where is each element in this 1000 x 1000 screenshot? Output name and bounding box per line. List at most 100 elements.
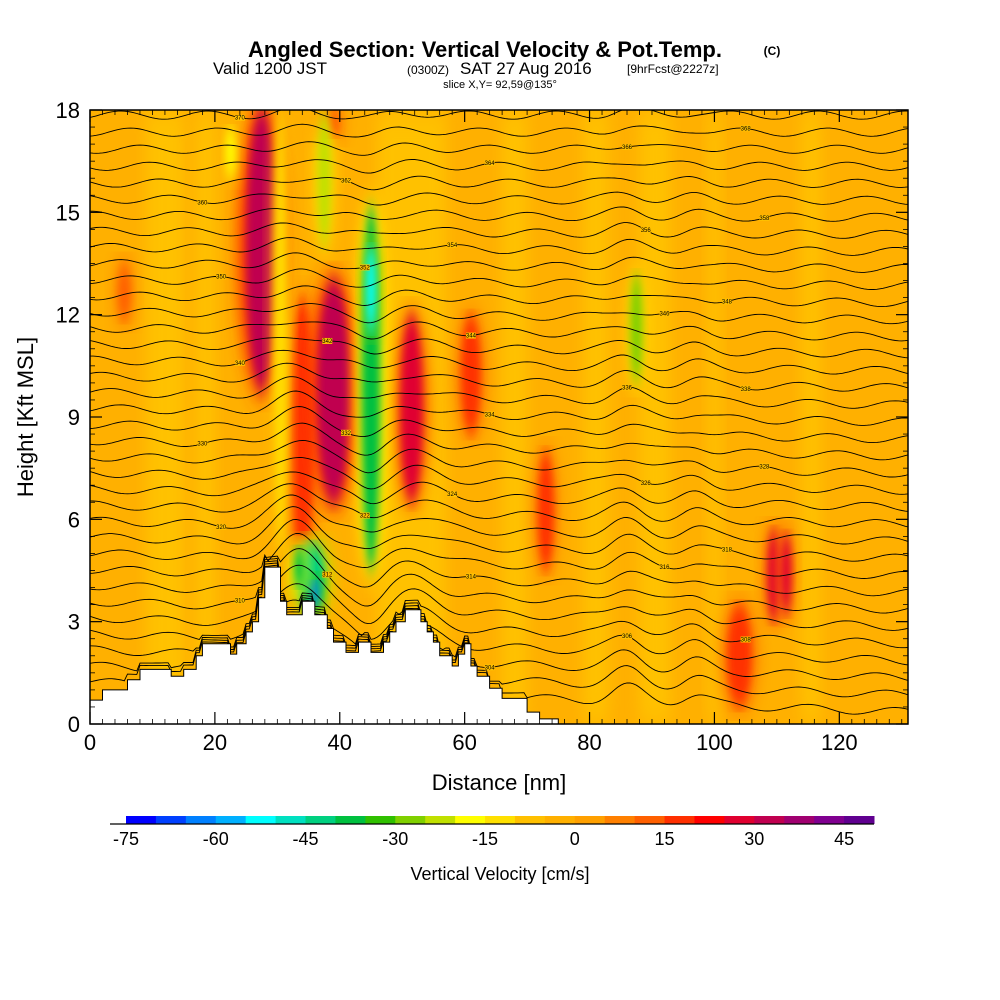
theta-contour-label-bg <box>484 411 495 418</box>
theta-contour <box>90 206 908 222</box>
theta-contour <box>90 390 908 426</box>
colorbar-swatch <box>425 816 456 824</box>
weak-updraft-band <box>196 110 215 724</box>
colorbar-swatch <box>544 816 576 824</box>
theta-contour-label-bg <box>234 597 245 604</box>
colorbar-swatch <box>335 816 366 824</box>
updraft-core <box>781 532 792 615</box>
theta-contour <box>90 237 908 256</box>
theta-contour <box>90 337 908 359</box>
downdraft-core <box>274 110 287 554</box>
updraft-core <box>118 263 131 322</box>
theta-contour-label: 334 <box>485 413 496 419</box>
theta-contour-label-bg <box>740 385 751 392</box>
theta-contour-label-bg <box>216 273 227 280</box>
theta-contour <box>90 483 908 528</box>
slice-info: slice X,Y= 92,59@135° <box>443 79 557 91</box>
theta-contour-label: 320 <box>216 525 227 531</box>
theta-contour-label-bg <box>759 214 770 221</box>
theta-contour-label: 308 <box>741 638 752 644</box>
y-tick-label: 3 <box>68 610 80 635</box>
theta-contours: 304 306 308 310 312 314 316 318 320 322 324 326 328 3… <box>90 110 908 715</box>
colorbar-tick-label: 15 <box>655 829 675 849</box>
colorbar-swatch <box>485 816 516 824</box>
theta-contour-label: 354 <box>447 243 458 249</box>
theta-contour-label-bg <box>234 114 245 121</box>
theta-contour <box>90 252 908 273</box>
weak-updraft-band <box>583 110 609 724</box>
theta-contour-label: 350 <box>216 275 227 281</box>
theta-contour-label-bg <box>216 524 227 531</box>
updraft-core <box>400 314 423 503</box>
theta-contour-label-bg <box>234 359 245 366</box>
theta-contour-label: 318 <box>722 547 733 553</box>
theta-contour-label: 346 <box>659 311 670 317</box>
theta-contour-label: 326 <box>641 481 652 487</box>
theta-contour <box>90 557 908 631</box>
theta-contour-label: 362 <box>341 179 352 185</box>
colorbar-tick-label: -60 <box>203 829 229 849</box>
theta-contour-label: 328 <box>759 464 770 470</box>
y-tick-label: 6 <box>68 507 80 532</box>
theta-contour <box>90 560 908 649</box>
theta-contour <box>90 349 908 375</box>
updraft-core <box>460 314 481 435</box>
colorbar-title: Vertical Velocity [cm/s] <box>410 864 589 884</box>
theta-contour-label-bg <box>640 479 651 486</box>
theta-contour-label-bg <box>759 463 770 470</box>
y-tick-label: 12 <box>56 303 80 328</box>
colorbar-tick-label: 45 <box>834 829 854 849</box>
theta-contour-label: 324 <box>447 492 458 498</box>
theta-contour-label: 316 <box>659 565 670 571</box>
theta-contour <box>90 110 908 120</box>
colorbar-swatch <box>574 816 606 824</box>
theta-contour <box>90 222 908 239</box>
theta-contour <box>90 406 908 444</box>
theta-contour <box>90 506 908 562</box>
downdraft-core <box>630 273 643 383</box>
downdraft-core <box>225 127 236 179</box>
colorbar-swatch <box>275 816 307 824</box>
theta-contour <box>90 321 908 342</box>
colorbar-swatch <box>305 816 336 824</box>
x-tick-label: 0 <box>84 730 96 755</box>
colorbar-swatch <box>185 816 217 824</box>
theta-contour <box>90 471 908 512</box>
colorbar-tick-label: -45 <box>293 829 319 849</box>
theta-contour-label: 344 <box>466 334 477 340</box>
theta-contour <box>90 303 908 325</box>
theta-contour-label-bg <box>359 512 370 519</box>
theta-contour-label-bg <box>197 199 208 206</box>
theta-contour <box>90 548 908 614</box>
x-axis-label: Distance [nm] <box>432 770 567 795</box>
colorbar-swatch <box>814 816 845 824</box>
downdraft-core <box>317 110 331 247</box>
theta-contour <box>90 562 908 666</box>
theta-contour-label: 330 <box>197 442 208 448</box>
theta-contour-label-bg <box>447 491 458 498</box>
theta-contour-label: 358 <box>759 216 770 222</box>
theta-contour-label-bg <box>341 429 352 436</box>
theta-contour-label-bg <box>322 337 333 344</box>
theta-contour-label-bg <box>341 177 352 184</box>
theta-contour <box>90 376 908 409</box>
colorbar-swatch <box>784 816 815 824</box>
downdraft-core <box>365 246 376 332</box>
theta-contour-label: 306 <box>622 634 633 640</box>
chart-title: Angled Section: Vertical Velocity & Pot.… <box>248 37 722 62</box>
colorbar-swatch <box>754 816 785 824</box>
theta-contour-label: 310 <box>235 598 246 604</box>
weak-updraft-band <box>708 110 721 724</box>
theta-contour-label-bg <box>484 159 495 166</box>
theta-contour-label-bg <box>622 144 633 151</box>
updraft-core <box>537 451 554 571</box>
terrain <box>89 566 908 725</box>
theta-contour-label: 348 <box>722 299 733 305</box>
x-tick-label: 40 <box>328 730 352 755</box>
theta-contour-label-bg <box>447 241 458 248</box>
theta-contour-label: 322 <box>360 514 371 520</box>
y-tick-label: 18 <box>56 98 80 123</box>
colorbar-swatch <box>215 816 247 824</box>
